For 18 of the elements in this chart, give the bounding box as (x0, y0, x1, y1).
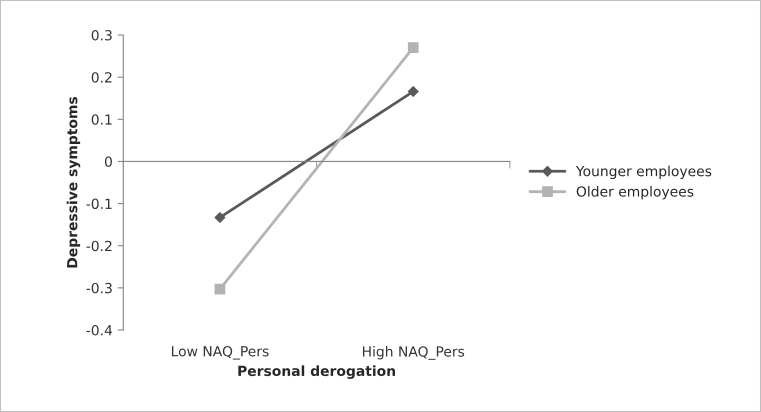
y-tick-label: 0.2 (92, 72, 112, 83)
legend-label: Older employees (576, 186, 694, 200)
point (214, 284, 226, 295)
y-tick-label: -0.4 (86, 324, 112, 336)
point (408, 42, 419, 54)
y-axis-title: Depressive symptoms (66, 96, 80, 268)
y-tick-label: 0 (104, 156, 112, 167)
y-tick-label: -0.1 (86, 198, 112, 210)
y-tick-label: 0.1 (92, 114, 112, 125)
point (214, 212, 226, 223)
y-tick-label: -0.3 (86, 282, 112, 294)
x-tick-label: Low NAQ_Pers (172, 346, 269, 360)
x-tick-label: High NAQ_Pers (362, 346, 464, 360)
y-tick-label: 0.3 (92, 30, 112, 40)
point (408, 86, 419, 97)
x-axis-title: Personal derogation (238, 365, 395, 379)
y-tick-label: -0.2 (86, 240, 112, 252)
legend-label: Younger employees (576, 166, 712, 180)
